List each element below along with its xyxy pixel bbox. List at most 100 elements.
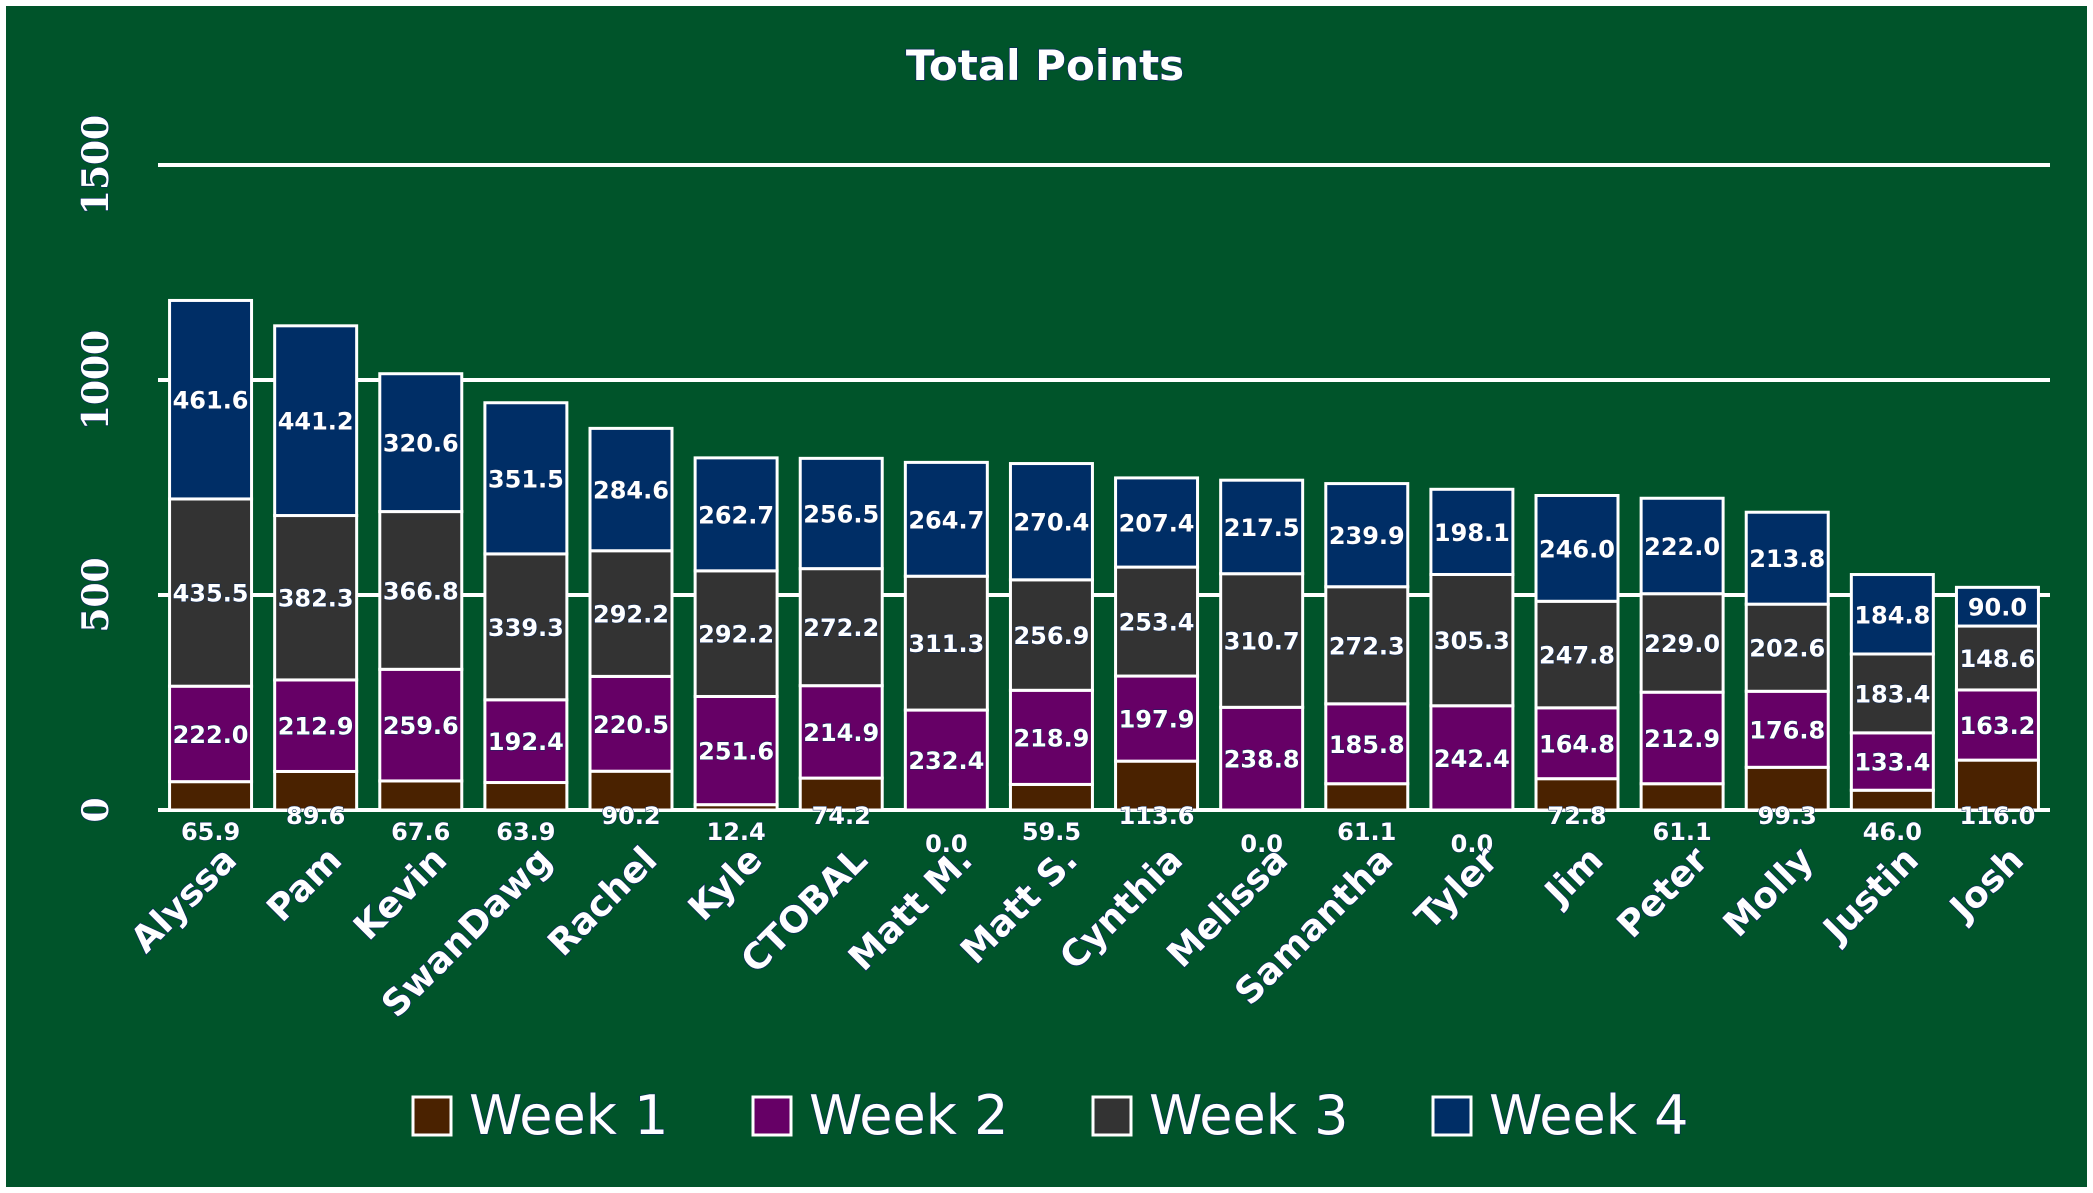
data-label: 222.0 xyxy=(1644,533,1720,561)
data-label: 366.8 xyxy=(383,577,459,605)
data-label: 46.0 xyxy=(1863,818,1922,846)
bar-segment xyxy=(1639,782,1725,812)
bar-segment xyxy=(1639,496,1725,596)
data-label: 229.0 xyxy=(1644,630,1720,658)
bar-segment xyxy=(588,674,674,773)
bar-segment xyxy=(588,549,674,678)
data-label: 148.6 xyxy=(1959,645,2035,673)
data-label: 247.8 xyxy=(1539,642,1615,670)
bar-segment xyxy=(483,781,569,812)
data-label: 72.8 xyxy=(1547,802,1606,830)
data-label: 61.1 xyxy=(1337,818,1396,846)
bar-segment xyxy=(168,298,254,501)
bar-segment xyxy=(903,574,989,712)
data-label: 65.9 xyxy=(181,818,240,846)
bar-segment xyxy=(1534,706,1620,781)
bar-segment xyxy=(273,678,359,773)
legend-label: Week 3 xyxy=(1149,1084,1348,1147)
data-label: 284.6 xyxy=(593,477,669,505)
bar-segment xyxy=(1008,782,1094,812)
data-label: 113.6 xyxy=(1119,802,1195,830)
bar-segment xyxy=(273,324,359,518)
x-tick-label: Peter xyxy=(1610,839,1717,946)
x-tick-label: Alyssa xyxy=(123,839,245,961)
data-label: 212.9 xyxy=(1644,725,1720,753)
x-tick-label: Rachel xyxy=(540,839,665,964)
bar-segment xyxy=(483,401,569,556)
bar-segment xyxy=(903,708,989,812)
data-label: 0.0 xyxy=(1451,830,1494,858)
data-label: 305.3 xyxy=(1434,627,1510,655)
bar-segment xyxy=(1114,476,1200,569)
legend-swatch xyxy=(1091,1095,1133,1137)
data-label: 0.0 xyxy=(1240,830,1283,858)
bar-segment xyxy=(1219,705,1305,812)
data-labels: 65.9 222.0 435.5 461.6 89.6 212.9 382.3 441.2 67… xyxy=(172,386,2036,858)
bar-segment xyxy=(168,780,254,812)
bar-segment xyxy=(378,510,464,671)
data-label: 207.4 xyxy=(1119,510,1195,538)
data-label: 213.8 xyxy=(1749,545,1825,573)
bar-segment xyxy=(1849,573,1935,656)
data-label: 197.9 xyxy=(1119,706,1195,734)
bar-segment xyxy=(1954,585,2040,628)
legend-label: Week 1 xyxy=(469,1084,668,1147)
bar-segment xyxy=(588,769,674,812)
bar-segment xyxy=(1324,585,1410,706)
x-tick-label: Josh xyxy=(1940,839,2031,930)
data-label: 272.3 xyxy=(1329,632,1405,660)
bar-segment xyxy=(378,779,464,812)
data-label: 320.6 xyxy=(383,430,459,458)
data-label: 270.4 xyxy=(1013,509,1089,537)
bar-segment xyxy=(1219,572,1305,709)
data-label: 220.5 xyxy=(593,711,669,739)
bar-segment xyxy=(1534,777,1620,812)
bar-segment xyxy=(1114,759,1200,812)
x-tick-label: Jim xyxy=(1536,839,1612,915)
data-label: 90.2 xyxy=(601,802,660,830)
bar-segment xyxy=(273,514,359,682)
data-label: 232.4 xyxy=(908,747,984,775)
data-label: 61.1 xyxy=(1653,818,1712,846)
data-label: 246.0 xyxy=(1539,535,1615,563)
bar-segment xyxy=(798,684,884,780)
x-tick-label: Justin xyxy=(1814,839,1927,952)
data-label: 256.5 xyxy=(803,500,879,528)
data-label: 89.6 xyxy=(286,802,345,830)
bar-segment xyxy=(1429,487,1515,576)
bar-segment xyxy=(1744,510,1830,606)
data-label: 256.9 xyxy=(1013,622,1089,650)
data-label: 183.4 xyxy=(1854,680,1930,708)
data-label: 218.9 xyxy=(1013,724,1089,752)
bar-segment xyxy=(798,456,884,571)
bar-segment xyxy=(903,460,989,578)
data-label: 176.8 xyxy=(1749,716,1825,744)
bar-segment xyxy=(1324,782,1410,812)
data-label: 217.5 xyxy=(1224,514,1300,542)
bar-segment xyxy=(378,372,464,514)
data-label: 222.0 xyxy=(173,721,249,749)
data-label: 239.9 xyxy=(1329,522,1405,550)
legend-swatch xyxy=(1431,1095,1473,1137)
data-label: 214.9 xyxy=(803,719,879,747)
data-label: 163.2 xyxy=(1959,712,2035,740)
data-label: 212.9 xyxy=(278,713,354,741)
data-label: 116.0 xyxy=(1959,802,2035,830)
data-label: 192.4 xyxy=(488,728,564,756)
bar-segment xyxy=(798,567,884,688)
data-label: 264.7 xyxy=(908,506,984,534)
bar-segment xyxy=(1954,624,2040,692)
data-label: 351.5 xyxy=(488,465,564,493)
data-label: 311.3 xyxy=(908,630,984,658)
legend-swatch xyxy=(411,1095,453,1137)
data-label: 435.5 xyxy=(173,580,249,608)
bar-segment xyxy=(168,497,254,688)
data-label: 184.8 xyxy=(1854,601,1930,629)
chart-title: Total Points xyxy=(906,41,1184,90)
y-axis-ticks: 0 500 1000 1500 xyxy=(74,114,117,823)
data-label: 262.7 xyxy=(698,501,774,529)
data-label: 259.6 xyxy=(383,712,459,740)
legend-label: Week 4 xyxy=(1489,1084,1688,1147)
